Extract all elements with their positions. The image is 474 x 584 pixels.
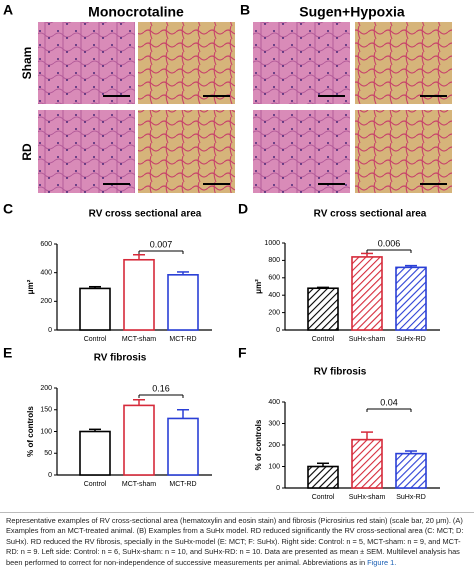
y-axis-label: μm²: [254, 279, 263, 294]
caption-text: Representative examples of RV cross-sect…: [6, 516, 464, 567]
y-tick-label: 200: [268, 442, 280, 449]
p-value: 0.04: [380, 397, 398, 407]
y-tick-label: 600: [40, 241, 52, 248]
bar: [307, 287, 339, 331]
bar: [167, 274, 199, 331]
x-tick-label: SuHx-RD: [396, 494, 426, 501]
y-tick-label: 0: [48, 327, 52, 334]
y-tick-label: 1000: [264, 240, 280, 247]
y-axis-label: % of controls: [254, 419, 263, 470]
panel-label: E: [3, 345, 12, 361]
row-label: RD: [20, 143, 34, 161]
panel-label: B: [240, 2, 250, 18]
bar: [395, 452, 427, 489]
y-tick-label: 800: [268, 257, 280, 264]
bar: [79, 287, 111, 331]
y-tick-label: 200: [268, 309, 280, 316]
y-tick-label: 50: [44, 450, 52, 457]
row-label: Sham: [20, 47, 34, 80]
x-tick-label: Control: [312, 494, 335, 501]
chart-title: RV fibrosis: [314, 367, 367, 378]
y-tick-label: 100: [268, 463, 280, 470]
image: [355, 22, 452, 104]
figure: A Monocrotaline B Sugen+Hypoxia Sham RD …: [3, 2, 452, 501]
x-tick-label: SuHx-sham: [349, 336, 386, 343]
p-value: 0.007: [150, 239, 173, 249]
bar: [123, 404, 155, 476]
y-axis-label: % of controls: [26, 406, 35, 457]
y-tick-label: 400: [268, 292, 280, 299]
caption-link[interactable]: Figure 1.: [367, 557, 397, 567]
bar: [79, 430, 111, 476]
x-tick-label: SuHx-sham: [349, 494, 386, 501]
caption: Representative examples of RV cross-sect…: [0, 512, 474, 584]
x-tick-label: MCT-RD: [169, 481, 196, 488]
image: [138, 110, 235, 193]
y-tick-label: 150: [40, 407, 52, 414]
y-tick-label: 0: [276, 327, 280, 334]
bar: [351, 438, 383, 489]
chart-title: RV cross sectional area: [314, 209, 427, 220]
chart-title: RV cross sectional area: [89, 209, 202, 220]
x-tick-label: Control: [84, 336, 107, 343]
panel-label: A: [3, 2, 13, 18]
y-tick-label: 0: [276, 485, 280, 492]
y-tick-label: 200: [40, 385, 52, 392]
y-tick-label: 100: [40, 428, 52, 435]
y-tick-label: 400: [40, 270, 52, 277]
scale-bars: [103, 95, 447, 185]
image: [38, 22, 135, 104]
x-tick-label: SuHx-RD: [396, 336, 426, 343]
y-axis-label: μm²: [26, 279, 35, 294]
image: [38, 110, 135, 193]
bar: [307, 465, 339, 489]
image: [355, 110, 452, 193]
x-tick-label: Control: [84, 481, 107, 488]
p-value: 0.006: [378, 238, 401, 248]
x-tick-label: MCT-RD: [169, 336, 196, 343]
x-tick-label: MCT-sham: [122, 481, 156, 488]
y-tick-label: 300: [268, 420, 280, 427]
bar: [351, 256, 383, 331]
panel-label: D: [238, 201, 248, 217]
image: [138, 22, 235, 104]
bar: [123, 258, 155, 331]
p-value: 0.16: [152, 383, 170, 393]
bar: [395, 266, 427, 331]
x-tick-label: MCT-sham: [122, 336, 156, 343]
panel-label: F: [238, 345, 247, 361]
panel-label: C: [3, 201, 13, 217]
chart-title: RV fibrosis: [94, 353, 147, 364]
panel-title: Sugen+Hypoxia: [299, 4, 405, 20]
y-tick-label: 200: [40, 298, 52, 305]
y-tick-label: 600: [268, 275, 280, 282]
image: [253, 110, 350, 193]
panel-title: Monocrotaline: [88, 4, 184, 20]
bar: [167, 417, 199, 476]
x-tick-label: Control: [312, 336, 335, 343]
y-tick-label: 400: [268, 399, 280, 406]
y-tick-label: 0: [48, 472, 52, 479]
image: [253, 22, 350, 104]
histology-images: [38, 22, 452, 193]
